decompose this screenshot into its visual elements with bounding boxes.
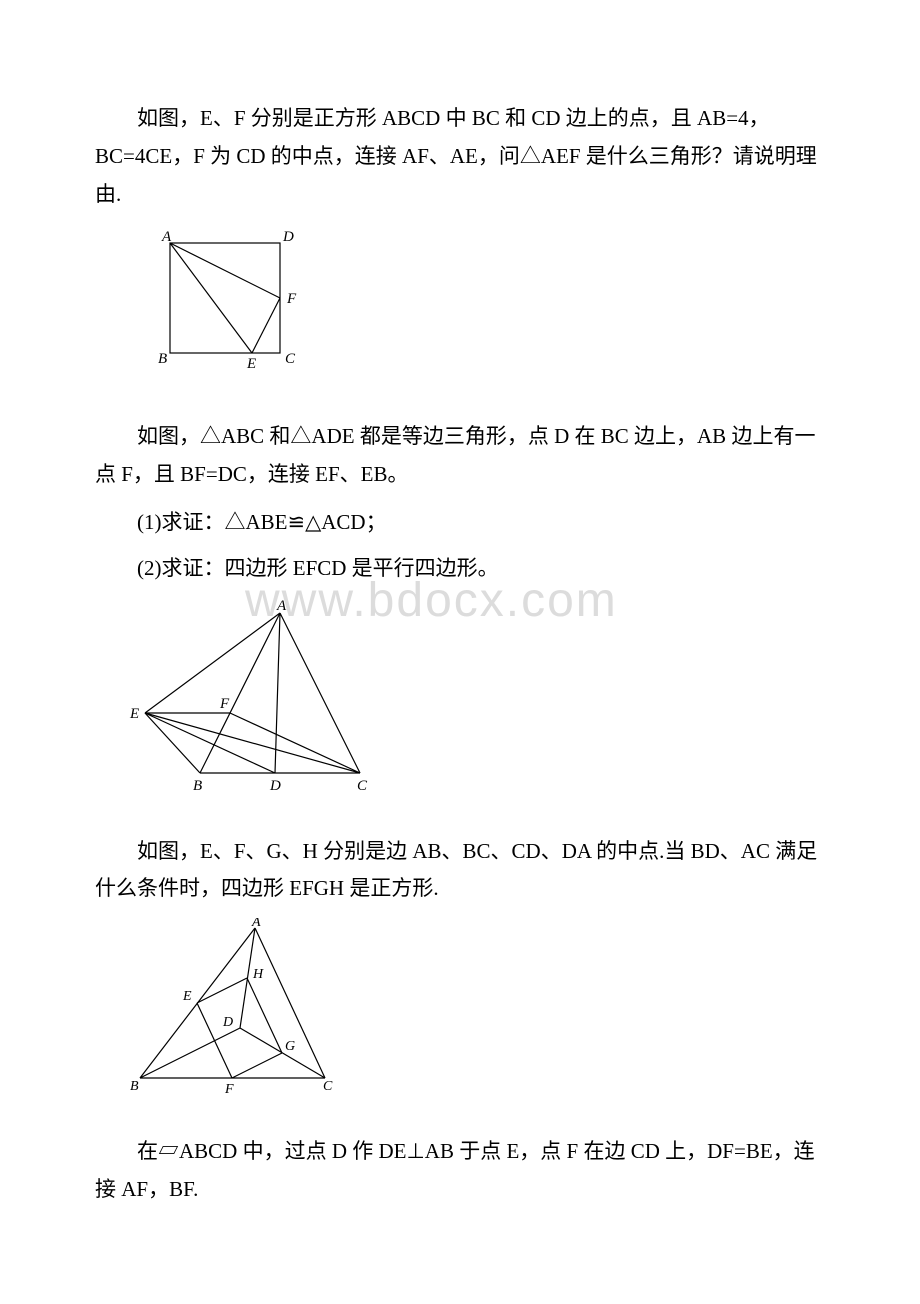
- problem-2: 如图，△ABC 和△ADE 都是等边三角形，点 D 在 BC 边上，AB 边上有…: [95, 418, 825, 797]
- label-e3: E: [182, 989, 192, 1004]
- figure-1: A D F C E B: [145, 223, 825, 383]
- label-c2: C: [357, 778, 368, 794]
- problem-1-text: 如图，E、F 分别是正方形 ABCD 中 BC 和 CD 边上的点，且 AB=4…: [95, 100, 825, 213]
- label-b: B: [158, 351, 167, 367]
- label-h3: H: [252, 967, 264, 982]
- label-b2: B: [193, 778, 202, 794]
- label-e2: E: [129, 706, 139, 722]
- label-e: E: [246, 356, 256, 372]
- problem-4-text: 在▱ABCD 中，过点 D 作 DE⊥AB 于点 E，点 F 在边 CD 上，D…: [95, 1133, 825, 1209]
- label-f: F: [286, 291, 297, 307]
- problem-2-text: 如图，△ABC 和△ADE 都是等边三角形，点 D 在 BC 边上，AB 边上有…: [95, 418, 825, 494]
- figure-2-svg: A E F B D C: [125, 598, 405, 798]
- label-f3: F: [224, 1082, 234, 1097]
- label-c3: C: [323, 1079, 333, 1094]
- label-a2: A: [276, 598, 287, 614]
- figure-1-svg: A D F C E B: [145, 223, 305, 383]
- problem-3-text: 如图，E、F、G、H 分别是边 AB、BC、CD、DA 的中点.当 BD、AC …: [95, 833, 825, 909]
- label-d2: D: [269, 778, 281, 794]
- label-d: D: [282, 229, 294, 245]
- label-d3: D: [222, 1015, 233, 1030]
- label-f2: F: [219, 696, 230, 712]
- figure-3: A B C D E F G H: [125, 918, 825, 1098]
- figure-2: A E F B D C: [125, 598, 825, 798]
- problem-2-sub2: (2)求证：四边形 EFCD 是平行四边形。: [95, 550, 825, 588]
- problem-3: 如图，E、F、G、H 分别是边 AB、BC、CD、DA 的中点.当 BD、AC …: [95, 833, 825, 1099]
- problem-2-sub1: (1)求证：△ABE≌△ACD；: [95, 504, 825, 542]
- label-b3: B: [130, 1079, 139, 1094]
- problem-4: 在▱ABCD 中，过点 D 作 DE⊥AB 于点 E，点 F 在边 CD 上，D…: [95, 1133, 825, 1209]
- figure-3-svg: A B C D E F G H: [125, 918, 345, 1098]
- label-c: C: [285, 351, 296, 367]
- problem-1: 如图，E、F 分别是正方形 ABCD 中 BC 和 CD 边上的点，且 AB=4…: [95, 100, 825, 383]
- label-a3: A: [251, 918, 261, 930]
- label-a: A: [161, 229, 172, 245]
- label-g3: G: [285, 1039, 295, 1054]
